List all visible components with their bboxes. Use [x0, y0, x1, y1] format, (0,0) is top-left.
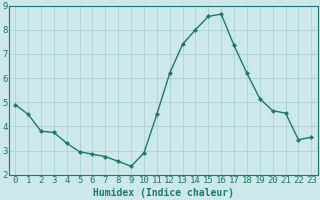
X-axis label: Humidex (Indice chaleur): Humidex (Indice chaleur): [93, 188, 234, 198]
